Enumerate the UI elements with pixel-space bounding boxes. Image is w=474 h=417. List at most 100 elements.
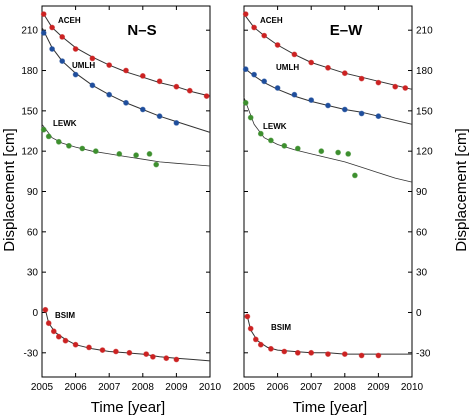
data-point-ew-aceh-9 [375,79,382,86]
data-point-ns-lewk-7 [133,152,140,159]
y-tick-label-ns-150: 150 [21,106,38,117]
data-point-ew-bsim-8 [325,351,331,358]
data-point-ew-aceh-7 [341,70,348,77]
station-label-bsim-right: BSIM [271,323,291,332]
data-point-ns-lewk-6 [116,151,123,157]
data-point-ew-aceh-6 [325,64,331,71]
model-curve-ns-1 [41,27,211,133]
data-point-ns-aceh-0 [40,11,47,18]
data-point-ew-bsim-6 [294,349,301,356]
data-point-ns-umlh-9 [173,120,180,126]
data-point-ew-bsim-4 [268,345,274,352]
data-point-ns-aceh-9 [173,83,180,90]
data-point-ew-aceh-5 [308,59,315,66]
station-label-umlh-right: UMLH [276,63,299,72]
data-point-ew-lewk-9 [352,172,358,179]
y-tick-label-ns--30: -30 [24,348,39,359]
model-curve-ew-1 [243,67,413,125]
data-point-ns-aceh-11 [203,93,210,99]
y-tick-label-ew-90: 90 [416,187,428,198]
data-point-ew-lewk-7 [335,149,342,156]
data-point-ew-bsim-10 [358,352,365,359]
y-tick-label-ns-30: 30 [27,268,39,279]
data-point-ew-bsim-5 [281,348,288,355]
data-point-ns-aceh-10 [186,87,193,94]
y-tick-label-ew-60: 60 [416,227,428,238]
data-point-ew-bsim-7 [308,349,315,356]
data-point-ew-lewk-3 [268,137,274,144]
series-ns-bsim [42,306,180,363]
data-point-ns-bsim-9 [126,349,133,356]
data-point-ns-umlh-3 [72,71,79,78]
data-point-ew-bsim-9 [341,351,348,358]
data-point-ew-umlh-9 [375,113,382,120]
data-point-ew-lewk-8 [345,151,352,157]
data-point-ns-bsim-2 [50,328,57,335]
y-tick-label-ns-90: 90 [27,187,39,198]
data-point-ew-bsim-0 [244,313,251,320]
data-point-ew-umlh-0 [242,66,249,73]
x-tick-label-ns-2009: 2009 [165,382,188,393]
data-point-ns-bsim-7 [99,347,106,354]
x-tick-label-ns-2006: 2006 [64,382,87,393]
series-ns-lewk [40,126,160,168]
data-point-ew-aceh-4 [291,51,298,58]
data-point-ns-bsim-10 [143,351,150,358]
x-tick-label-ns-2010: 2010 [199,382,222,393]
y-tick-label-ns-180: 180 [21,66,38,77]
data-point-ew-aceh-0 [242,11,249,18]
x-tick-label-ew-2008: 2008 [334,382,357,393]
y-tick-label-ew-150: 150 [416,106,433,117]
plot-frame-ns [41,5,211,378]
station-label-aceh-left: ACEH [58,16,81,25]
data-point-ns-lewk-9 [153,161,160,168]
data-point-ew-lewk-2 [257,130,264,137]
y-tick-label-ns-60: 60 [27,227,39,238]
data-point-ew-lewk-5 [294,145,301,152]
data-point-ns-bsim-5 [72,341,79,348]
x-tick-label-ns-2008: 2008 [132,382,155,393]
data-point-ns-lewk-2 [55,138,62,145]
data-point-ns-bsim-1 [45,320,52,327]
data-point-ew-aceh-11 [402,85,409,91]
panel-title-ew: E–W [330,22,363,39]
station-label-umlh-left: UMLH [72,61,95,70]
y-tick-label-ns-120: 120 [21,147,38,158]
data-point-ns-umlh-8 [156,113,163,120]
y-tick-label-ew-210: 210 [416,26,433,37]
data-point-ns-aceh-7 [139,73,146,79]
data-point-ew-aceh-8 [358,75,365,82]
data-point-ew-umlh-1 [251,71,258,78]
data-point-ns-bsim-0 [42,306,49,313]
station-label-lewk-left: LEWK [53,119,77,128]
data-point-ew-bsim-3 [257,341,264,348]
data-point-ns-bsim-4 [62,337,69,344]
data-point-ew-aceh-10 [392,83,399,90]
series-ns-aceh [40,11,210,99]
x-tick-label-ew-2010: 2010 [401,382,424,393]
data-point-ns-lewk-5 [92,148,99,155]
x-axis-label-left: Time [year] [91,399,165,416]
y-axis-label-left: Displacement [cm] [1,128,18,251]
plot-frame-ew [243,5,413,378]
station-label-lewk-right: LEWK [263,122,287,131]
x-tick-label-ns-2005: 2005 [31,382,54,393]
x-axis-label-right: Time [year] [293,399,367,416]
data-point-ns-lewk-1 [45,133,52,140]
data-point-ew-aceh-2 [261,32,268,39]
data-point-ns-aceh-8 [156,78,163,85]
data-point-ew-umlh-2 [261,78,268,85]
data-point-ew-lewk-4 [281,142,288,149]
data-point-ns-lewk-0 [40,126,47,133]
panel-ns: 2005 2006 2007 2008 2009 2010 -30 0 30 60 90 120 150… [21,5,222,393]
data-point-ns-lewk-4 [79,145,86,152]
data-point-ew-umlh-6 [325,102,331,109]
data-point-ns-umlh-2 [59,58,66,64]
x-tick-label-ew-2009: 2009 [367,382,390,393]
data-point-ew-bsim-1 [247,325,254,332]
data-point-ew-umlh-4 [291,91,298,98]
data-point-ns-aceh-1 [49,24,55,31]
series-ew-umlh [242,66,382,120]
data-point-ns-bsim-13 [173,356,180,363]
